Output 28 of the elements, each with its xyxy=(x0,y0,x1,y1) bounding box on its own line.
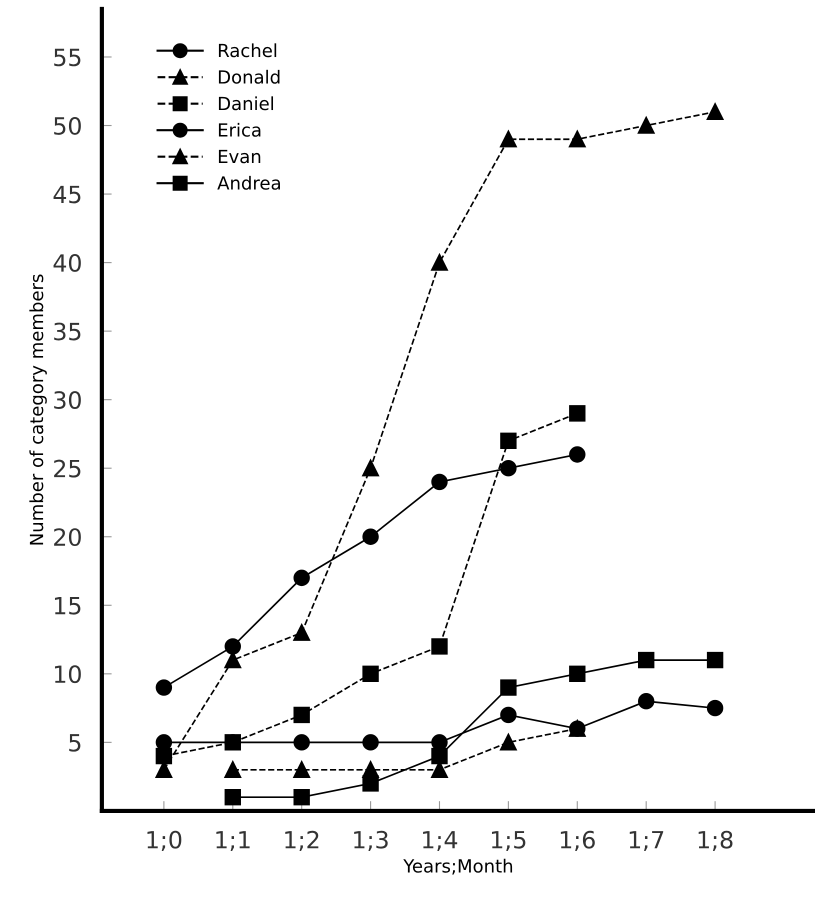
y-tick-label: 25 xyxy=(54,460,80,478)
x-axis-title: Years;Month xyxy=(403,858,512,875)
x-tick-label: 1;4 xyxy=(423,831,458,852)
legend-label: Rachel xyxy=(218,43,276,58)
y-tick-label: 10 xyxy=(54,665,81,684)
x-tick-label: 1;1 xyxy=(216,831,250,852)
y-tick-label: 50 xyxy=(54,116,81,135)
x-tick-label: 1;3 xyxy=(354,830,388,852)
legend-label: Andrea xyxy=(217,176,280,190)
legend-label: Donald xyxy=(218,70,280,84)
y-tick-label: 5 xyxy=(69,734,80,752)
x-tick-label: 1;8 xyxy=(698,830,732,852)
legend-label: Evan xyxy=(218,150,260,164)
y-tick-label: 55 xyxy=(54,48,80,66)
y-tick-label: 30 xyxy=(54,391,81,409)
x-tick-label: 1;0 xyxy=(147,830,182,852)
x-tick-label: 1;5 xyxy=(492,831,526,852)
y-tick-label: 15 xyxy=(54,597,80,615)
y-tick-label: 40 xyxy=(54,254,81,272)
legend-label: Erica xyxy=(218,122,260,137)
x-tick-label: 1;6 xyxy=(560,830,595,852)
x-tick-label: 1;2 xyxy=(285,830,318,852)
y-tick-label: 35 xyxy=(54,322,80,340)
y-tick-label: 45 xyxy=(54,186,80,204)
y-axis-title: Number of category members xyxy=(29,274,47,544)
legend-label: Daniel xyxy=(218,96,274,110)
y-tick-label: 20 xyxy=(54,528,81,546)
x-tick-label: 1;7 xyxy=(630,831,664,852)
